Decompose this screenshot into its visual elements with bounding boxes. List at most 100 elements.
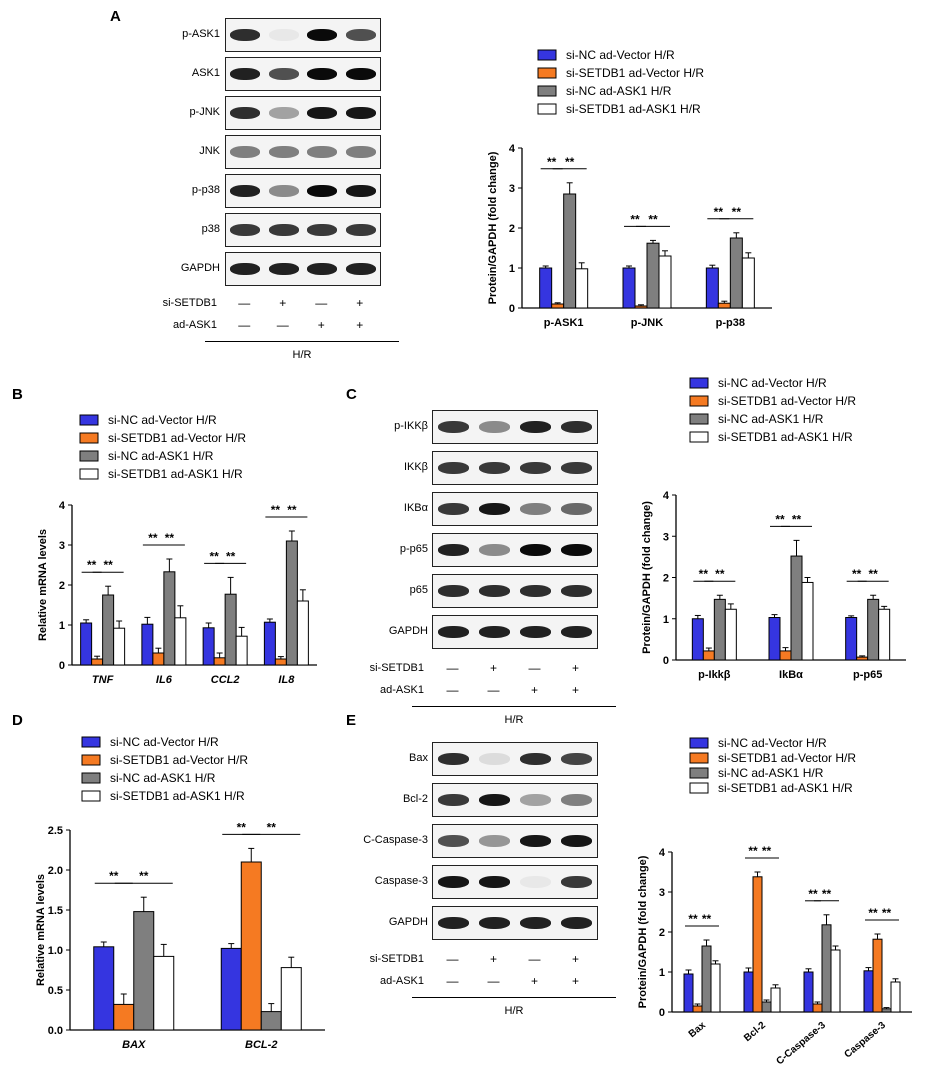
- blot-strip: [225, 174, 381, 208]
- blot-band: [560, 835, 593, 847]
- legend-swatch: [79, 468, 99, 480]
- y-tick-label: 2: [59, 580, 65, 592]
- bar: [830, 949, 841, 1013]
- blot-band: [437, 462, 470, 474]
- legend-label: si-SETDB1 ad-ASK1 H/R: [108, 467, 243, 481]
- legend-label: si-SETDB1 ad-ASK1 H/R: [718, 781, 853, 795]
- blot-label: C-Caspase-3: [363, 834, 428, 846]
- bar: [102, 594, 115, 666]
- y-tick-label: 2: [659, 927, 665, 939]
- legend-label: si-SETDB1 ad-Vector H/R: [110, 753, 248, 767]
- y-axis-label: Protein/GAPDH (fold change): [641, 501, 653, 654]
- significance-mark: **: [87, 558, 97, 572]
- blot-strip: [432, 742, 598, 776]
- condition-label: ad-ASK1: [379, 684, 424, 696]
- blot-band: [437, 544, 470, 556]
- y-axis-label: Relative mRNA levels: [37, 529, 49, 641]
- blot-band: [230, 29, 261, 41]
- bar-chart-a: si-NC ad-Vector H/R si-SETDB1 ad-Vector H…: [487, 48, 772, 329]
- condition-sign: +: [571, 661, 579, 675]
- bar: [768, 617, 781, 661]
- bar: [705, 267, 719, 309]
- significance-mark: **: [762, 844, 772, 858]
- blot-strip: [225, 18, 381, 52]
- blot-strip: [225, 213, 381, 247]
- blot-strip: [432, 410, 598, 444]
- blot-label: GAPDH: [180, 262, 220, 274]
- x-tick-label: CCL2: [211, 674, 240, 686]
- blot-strip: [432, 615, 598, 649]
- blot-band: [560, 503, 593, 515]
- condition-sign: +: [489, 952, 497, 966]
- blot-band: [519, 585, 552, 597]
- x-tick-label: p-p65: [853, 669, 882, 681]
- condition-sign: —: [315, 296, 328, 310]
- legend-label: si-SETDB1 ad-Vector H/R: [566, 66, 704, 80]
- blot-label: IKBα: [403, 502, 428, 514]
- significance-mark: **: [565, 155, 575, 169]
- panel-letter-e: E: [346, 712, 357, 729]
- legend-label: si-NC ad-ASK1 H/R: [718, 766, 824, 780]
- blot-band: [437, 753, 470, 765]
- blot-band: [437, 794, 470, 806]
- blot-band: [345, 107, 376, 119]
- bar: [881, 1008, 892, 1013]
- y-axis-label: Protein/GAPDH (fold change): [487, 151, 499, 304]
- blot-band: [268, 29, 299, 41]
- x-tick-label: IL8: [278, 674, 295, 686]
- bar: [220, 947, 242, 1031]
- legend-label: si-SETDB1 ad-ASK1 H/R: [566, 102, 701, 116]
- bar-chart-e: si-NC ad-Vector H/Rsi-SETDB1 ad-Vector H…: [637, 736, 912, 1065]
- blot-strip: [432, 906, 598, 940]
- blot-band: [519, 626, 552, 638]
- blot-band: [307, 263, 338, 275]
- bar: [91, 658, 104, 666]
- condition-sign: +: [489, 661, 497, 675]
- bar: [153, 955, 175, 1031]
- condition-sign: —: [238, 318, 251, 332]
- blot-strip: [432, 574, 598, 608]
- significance-mark: **: [648, 212, 658, 226]
- condition-sign: —: [446, 974, 459, 988]
- significance-mark: **: [748, 844, 758, 858]
- bar: [163, 571, 176, 666]
- blot-band: [307, 29, 338, 41]
- bar: [551, 303, 565, 309]
- condition-sign: +: [530, 683, 538, 697]
- bar: [845, 617, 858, 661]
- blot-band: [560, 421, 593, 433]
- legend-swatch: [689, 377, 709, 389]
- legend-label: si-NC ad-Vector H/R: [718, 376, 827, 390]
- bar: [285, 540, 298, 666]
- blot-label: Caspase-3: [374, 875, 428, 887]
- condition-sign: —: [446, 683, 459, 697]
- panel-letter-a: A: [110, 8, 121, 25]
- blot-label: JNK: [199, 145, 220, 157]
- significance-mark: **: [699, 567, 709, 581]
- condition-sign: +: [356, 318, 364, 332]
- legend-swatch: [689, 767, 709, 779]
- hr-label: H/R: [292, 349, 312, 361]
- x-tick-label: p-p38: [716, 317, 745, 329]
- legend-label: si-NC ad-ASK1 H/R: [108, 449, 214, 463]
- bar: [658, 255, 672, 309]
- blot-label: GAPDH: [388, 916, 428, 928]
- blot-band: [519, 462, 552, 474]
- bar: [93, 946, 115, 1031]
- blot-band: [307, 185, 338, 197]
- y-tick-label: 1.0: [48, 945, 63, 957]
- blot-label: Bax: [409, 752, 428, 764]
- y-tick-label: 1: [663, 614, 669, 626]
- bar: [240, 861, 262, 1031]
- bar: [213, 657, 226, 666]
- blot-band: [268, 263, 299, 275]
- legend-swatch: [689, 395, 709, 407]
- y-tick-label: 2.5: [48, 825, 63, 837]
- legend-swatch: [81, 754, 101, 766]
- y-axis-label: Protein/GAPDH (fold change): [637, 855, 649, 1008]
- bar: [702, 650, 715, 661]
- y-tick-label: 4: [509, 143, 516, 155]
- y-tick-label: 0: [59, 660, 65, 672]
- y-tick-label: 0.0: [48, 1025, 63, 1037]
- blot-band: [478, 794, 511, 806]
